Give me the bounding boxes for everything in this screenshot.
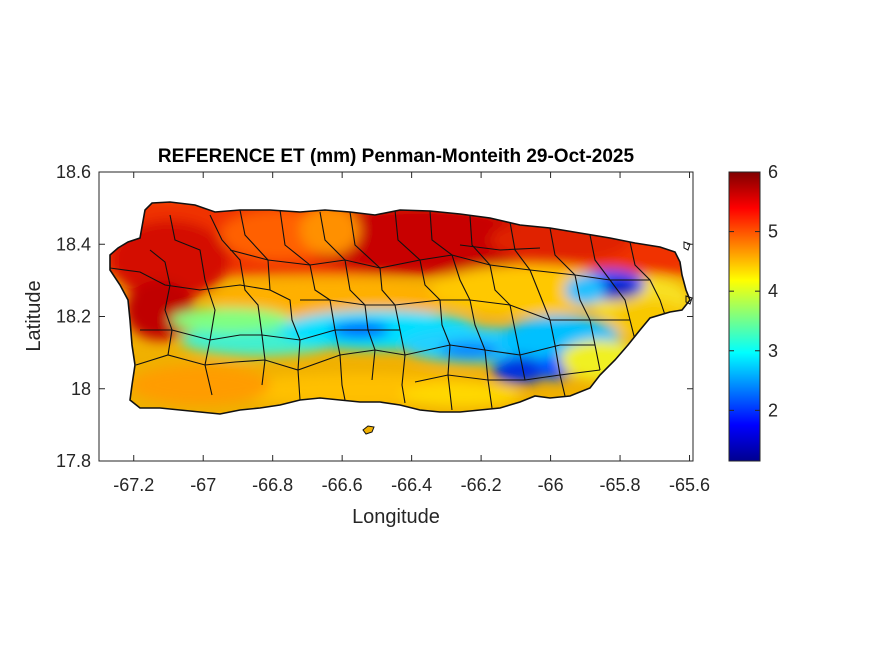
y-axis: 18.6 18.4 18.2 18 17.8: [56, 162, 693, 471]
x-tick-label: -66.4: [391, 475, 432, 495]
x-tick-label: -66: [538, 475, 564, 495]
x-tick-label: -67.2: [113, 475, 154, 495]
caja-de-muerto-island: [362, 425, 375, 435]
culebra-fragment: [685, 295, 693, 305]
x-tick-label: -66.8: [252, 475, 293, 495]
y-tick-label: 18.4: [56, 234, 91, 254]
colorbar-tick-label: 4: [768, 281, 778, 301]
y-tick-label: 18: [71, 379, 91, 399]
x-tick-label: -65.8: [600, 475, 641, 495]
colorbar: 6 5 4 3 2: [728, 162, 778, 462]
et-heatmap: [110, 202, 690, 414]
x-axis: -67.2 -67 -66.8 -66.6 -66.4 -66.2 -66 -65.8 -65.…: [113, 172, 710, 495]
x-tick-label: -65.6: [669, 475, 710, 495]
y-tick-label: 18.2: [56, 307, 91, 327]
x-axis-label: Longitude: [352, 506, 440, 528]
y-axis-label: Latitude: [23, 280, 45, 351]
municipality-boundaries: [110, 209, 666, 411]
chart-title: REFERENCE ET (mm) Penman-Monteith 29-Oct…: [158, 146, 635, 167]
x-tick-label: -66.2: [461, 475, 502, 495]
colorbar-tick-label: 6: [768, 162, 778, 182]
y-tick-label: 18.6: [56, 162, 91, 182]
colorbar-gradient: [728, 171, 761, 462]
colorbar-tick-label: 5: [768, 222, 778, 242]
vieques-fragment: [683, 241, 691, 251]
x-tick-label: -66.6: [322, 475, 363, 495]
y-tick-label: 17.8: [56, 451, 91, 471]
x-tick-label: -67: [190, 475, 216, 495]
colorbar-tick-label: 2: [768, 400, 778, 420]
colorbar-tick-label: 3: [768, 341, 778, 361]
